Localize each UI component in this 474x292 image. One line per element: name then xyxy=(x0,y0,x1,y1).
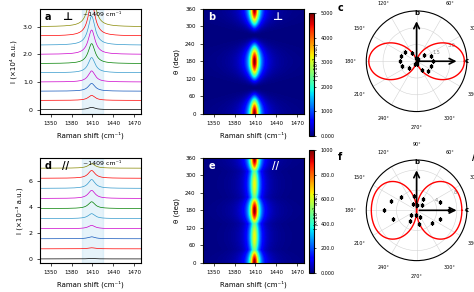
Point xyxy=(427,64,435,69)
Point xyxy=(427,54,435,58)
Text: I (×10⁻³ a.u.): I (×10⁻³ a.u.) xyxy=(313,43,319,79)
Point xyxy=(380,208,388,213)
Text: c: c xyxy=(465,58,468,64)
Point xyxy=(419,203,426,208)
Text: ⊥: ⊥ xyxy=(272,12,282,22)
X-axis label: Raman shift (cm⁻¹): Raman shift (cm⁻¹) xyxy=(220,132,287,139)
Point xyxy=(417,215,424,219)
Point xyxy=(397,53,405,58)
Text: //: // xyxy=(472,152,474,162)
Point xyxy=(401,49,409,54)
Point xyxy=(412,56,420,61)
Point xyxy=(419,197,427,202)
Point xyxy=(414,203,421,208)
Point xyxy=(437,199,444,204)
Point xyxy=(412,213,419,218)
Text: d: d xyxy=(44,161,51,171)
Bar xyxy=(82,9,103,114)
Text: ⊥: ⊥ xyxy=(63,12,73,22)
X-axis label: Raman shift (cm⁻¹): Raman shift (cm⁻¹) xyxy=(220,281,287,288)
Point xyxy=(409,201,417,206)
Point xyxy=(413,59,420,64)
Y-axis label: θ (deg): θ (deg) xyxy=(173,198,180,223)
Point xyxy=(424,69,432,73)
Text: b: b xyxy=(414,10,419,16)
Bar xyxy=(82,158,103,263)
Point xyxy=(428,221,436,226)
Point xyxy=(437,217,444,221)
Point xyxy=(389,217,397,221)
Text: b: b xyxy=(414,159,419,165)
Point xyxy=(411,61,419,66)
Point xyxy=(429,59,437,64)
Text: I (×10⁻² a.u.): I (×10⁻² a.u.) xyxy=(313,192,319,229)
Point xyxy=(420,53,428,57)
Text: ~1409 cm⁻¹: ~1409 cm⁻¹ xyxy=(82,161,121,166)
Y-axis label: I (×10⁻³ a.u.): I (×10⁻³ a.u.) xyxy=(16,187,23,234)
Point xyxy=(415,222,423,227)
Point xyxy=(414,56,422,61)
Y-axis label: I (×10⁴ a.u.): I (×10⁴ a.u.) xyxy=(10,40,17,83)
Text: ~1409 cm⁻¹: ~1409 cm⁻¹ xyxy=(82,12,121,17)
Text: e: e xyxy=(208,161,215,171)
Point xyxy=(407,219,414,224)
Point xyxy=(413,59,420,63)
Point xyxy=(397,195,405,200)
Text: c: c xyxy=(465,207,468,213)
Text: ⊥: ⊥ xyxy=(472,3,474,13)
X-axis label: Raman shift (cm⁻¹): Raman shift (cm⁻¹) xyxy=(57,281,124,288)
Point xyxy=(396,59,403,64)
Text: a: a xyxy=(44,12,51,22)
Point xyxy=(413,62,421,66)
Point xyxy=(408,50,415,55)
Point xyxy=(387,199,394,203)
Point xyxy=(407,213,415,218)
Text: //: // xyxy=(272,161,279,171)
Point xyxy=(399,64,406,69)
Text: c: c xyxy=(338,3,344,13)
Y-axis label: θ (deg): θ (deg) xyxy=(173,49,180,74)
Text: f: f xyxy=(338,152,342,162)
Point xyxy=(410,194,418,199)
X-axis label: Raman shift (cm⁻¹): Raman shift (cm⁻¹) xyxy=(57,132,124,139)
Point xyxy=(405,65,413,70)
Point xyxy=(418,68,425,72)
Point xyxy=(446,208,453,213)
Text: b: b xyxy=(208,12,216,22)
Text: //: // xyxy=(63,161,69,171)
